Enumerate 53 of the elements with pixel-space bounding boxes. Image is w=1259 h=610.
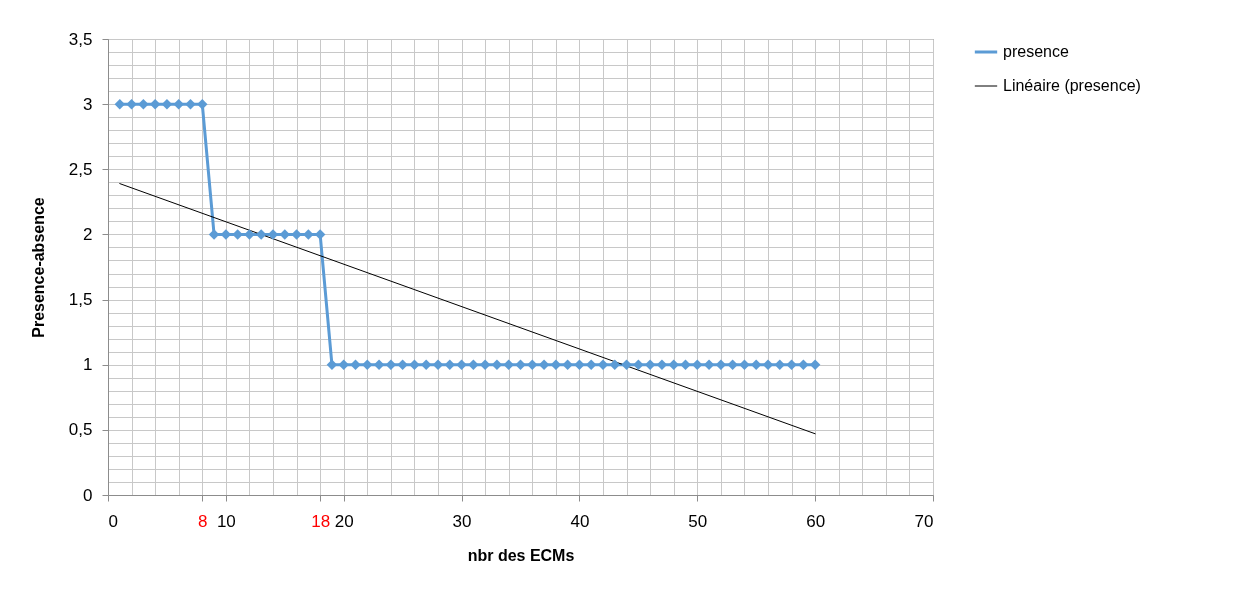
x-tick-label: 8 — [198, 511, 208, 531]
legend-label: Linéaire (presence) — [1003, 77, 1141, 94]
point — [786, 359, 797, 370]
x-tick-label: 20 — [334, 511, 354, 531]
point — [680, 359, 691, 370]
y-tick-label: 3,5 — [68, 29, 93, 49]
point — [621, 359, 632, 370]
y-tick-label: 0,5 — [68, 420, 93, 440]
point — [197, 98, 208, 110]
x-tick-label: 60 — [806, 511, 826, 531]
x-tick-label: 10 — [216, 511, 236, 531]
point — [173, 98, 184, 110]
point — [668, 359, 679, 370]
point — [338, 359, 349, 370]
y-tick-label: 1,5 — [68, 290, 93, 310]
point — [527, 359, 538, 370]
legend-label: presence — [1003, 43, 1069, 60]
point — [409, 359, 420, 370]
x-tick-label: 40 — [570, 511, 590, 531]
y-axis-title: Presence-absence — [29, 197, 47, 338]
point — [468, 359, 479, 370]
x-tick-label: 30 — [452, 511, 472, 531]
x-tick-label: 0 — [108, 511, 118, 531]
point — [633, 359, 644, 370]
point — [597, 359, 609, 370]
x-axis-title: nbr des ECMs — [467, 546, 575, 564]
y-tick-label: 2 — [83, 224, 93, 244]
y-tick-label: 0 — [83, 485, 93, 505]
point — [138, 98, 149, 110]
point — [798, 359, 809, 370]
point — [362, 359, 373, 370]
point — [762, 359, 774, 370]
y-tick-label: 1 — [83, 355, 93, 375]
x-tick-label: 50 — [688, 511, 708, 531]
x-tick-label: 18 — [311, 511, 331, 531]
point — [727, 359, 738, 370]
point — [692, 359, 703, 370]
point — [574, 359, 585, 370]
point — [739, 359, 750, 370]
point — [397, 359, 408, 370]
point — [350, 359, 361, 370]
point — [255, 229, 267, 240]
point — [503, 359, 514, 370]
point — [562, 359, 573, 370]
point — [609, 359, 621, 370]
point — [432, 359, 444, 370]
point — [126, 98, 137, 110]
y-tick-label: 3 — [83, 94, 93, 114]
y-tick-label: 2,5 — [68, 159, 93, 179]
point — [456, 359, 467, 370]
x-tick-label: 70 — [914, 511, 934, 531]
point — [515, 359, 526, 370]
point — [185, 98, 196, 110]
